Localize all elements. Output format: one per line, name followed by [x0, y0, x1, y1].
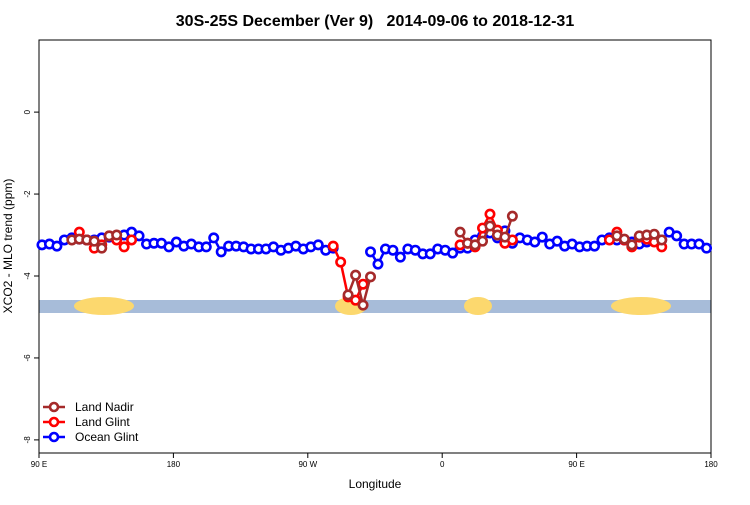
data-point — [365, 271, 377, 283]
data-point — [200, 241, 212, 253]
y-tick-label: -8 — [23, 436, 32, 444]
chart-title: 30S-25S December (Ver 9) 2014-09-06 to 2… — [176, 13, 575, 30]
data-point — [424, 248, 436, 260]
y-tick-label: 0 — [23, 109, 32, 114]
data-point — [447, 247, 459, 259]
data-point — [357, 278, 369, 290]
surface-band — [39, 297, 711, 315]
data-point — [365, 246, 377, 258]
legend-label: Land Nadir — [75, 400, 134, 414]
data-point — [454, 226, 466, 238]
data-point — [51, 240, 63, 252]
data-point — [618, 233, 630, 245]
series-line — [346, 271, 372, 306]
data-point — [701, 242, 713, 254]
data-point — [312, 239, 324, 251]
data-point — [126, 234, 138, 246]
data-point — [335, 256, 347, 268]
plot-frame — [38, 39, 712, 454]
data-point — [477, 235, 489, 247]
data-point — [484, 208, 496, 220]
x-axis-label: Longitude — [349, 477, 402, 491]
data-point — [357, 299, 369, 311]
data-point — [506, 210, 518, 222]
data-point — [626, 239, 638, 251]
y-tick-label: -2 — [23, 190, 32, 198]
data-point — [529, 236, 541, 248]
data-point — [208, 232, 220, 244]
data-point — [118, 241, 130, 253]
data-point — [656, 234, 668, 246]
x-tick-label: 90 W — [298, 460, 317, 469]
data-point — [536, 231, 548, 243]
x-tick-label: 90 E — [568, 460, 584, 469]
x-tick-label: 180 — [167, 460, 181, 469]
data-point — [215, 246, 227, 258]
legend-marker — [48, 416, 60, 428]
data-point — [88, 235, 100, 247]
data-point — [671, 230, 683, 242]
x-tick-label: 180 — [704, 460, 718, 469]
data-point — [499, 231, 511, 243]
data-point — [342, 289, 354, 301]
data-point — [327, 240, 339, 252]
data-point — [96, 242, 108, 254]
data-point — [484, 220, 496, 232]
legend-marker — [48, 401, 60, 413]
data-point — [387, 244, 399, 256]
data-point — [648, 228, 660, 240]
data-point — [350, 269, 362, 281]
data-point — [163, 241, 175, 253]
data-point — [551, 235, 563, 247]
y-tick-label: -6 — [23, 354, 32, 362]
x-tick-label: 0 — [440, 460, 445, 469]
data-point — [350, 294, 362, 306]
legend-label: Land Glint — [75, 415, 130, 429]
y-tick-label: -4 — [23, 272, 32, 280]
data-point — [372, 258, 384, 270]
legend-label: Ocean Glint — [75, 430, 139, 444]
data-point — [394, 251, 406, 263]
x-tick-label: 90 E — [31, 460, 47, 469]
y-axis-label: XCO2 - MLO trend (ppm) — [1, 179, 15, 314]
data-point — [589, 240, 601, 252]
data-point — [111, 229, 123, 241]
legend-marker — [48, 431, 60, 443]
